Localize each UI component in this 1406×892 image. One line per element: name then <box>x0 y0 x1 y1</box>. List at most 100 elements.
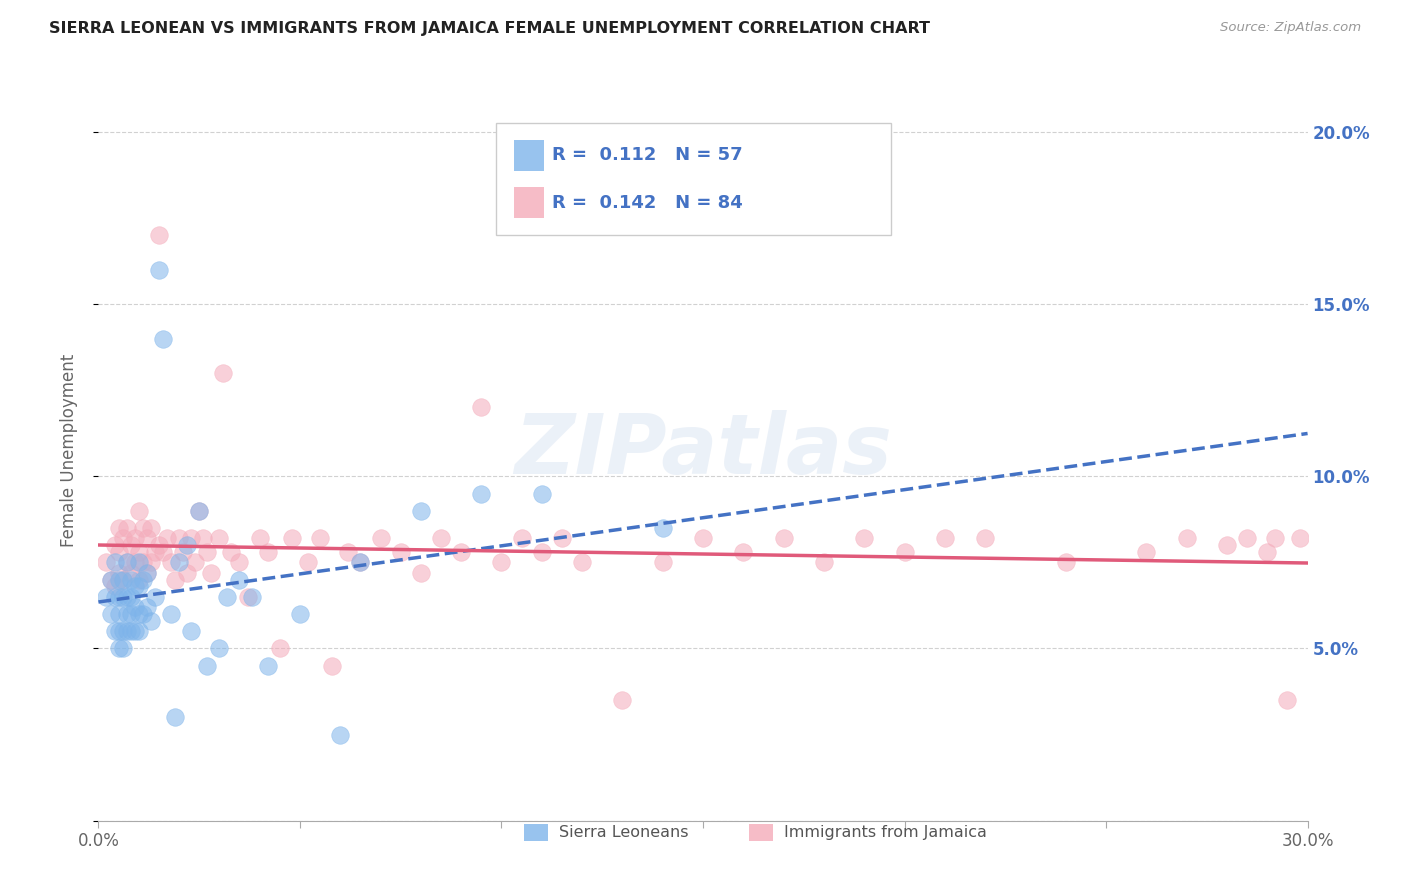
Point <box>853 531 876 545</box>
Point <box>240 590 263 604</box>
Point <box>651 555 673 569</box>
Point <box>128 607 150 621</box>
Point <box>128 504 150 518</box>
Point <box>167 531 190 545</box>
Point <box>180 531 202 545</box>
Point <box>124 600 146 615</box>
Point <box>111 573 134 587</box>
Point <box>163 710 186 724</box>
Point <box>450 545 472 559</box>
Point <box>176 538 198 552</box>
Point <box>128 573 150 587</box>
Point <box>1288 531 1310 545</box>
Point <box>1277 693 1299 707</box>
Text: Source: ZipAtlas.com: Source: ZipAtlas.com <box>1220 21 1361 34</box>
Point <box>103 624 125 639</box>
Point <box>188 504 211 518</box>
Point <box>349 555 371 569</box>
Point <box>167 555 190 569</box>
Point <box>100 607 122 621</box>
Point <box>103 555 125 569</box>
Point <box>772 531 794 545</box>
Point <box>256 545 278 559</box>
Point <box>124 555 146 569</box>
Point <box>152 545 174 559</box>
Point <box>107 607 129 621</box>
Point <box>551 531 574 545</box>
Point <box>491 555 513 569</box>
Point <box>111 573 134 587</box>
Point <box>193 531 215 545</box>
Point <box>370 531 392 545</box>
Point <box>160 607 183 621</box>
Point <box>212 366 235 380</box>
Point <box>139 614 162 628</box>
Point <box>228 573 250 587</box>
Point <box>430 531 453 545</box>
Point <box>200 566 222 580</box>
Point <box>510 531 533 545</box>
Point <box>152 332 174 346</box>
Point <box>269 641 291 656</box>
Point <box>96 555 118 569</box>
Point <box>143 545 166 559</box>
Text: R =  0.142   N = 84: R = 0.142 N = 84 <box>551 194 742 212</box>
Point <box>1264 531 1286 545</box>
Point <box>329 727 352 741</box>
Point <box>156 531 179 545</box>
Point <box>107 641 129 656</box>
Point <box>148 228 170 243</box>
Point <box>612 693 634 707</box>
Point <box>132 607 155 621</box>
Text: Sierra Leoneans: Sierra Leoneans <box>560 825 689 840</box>
Point <box>934 531 956 545</box>
Point <box>208 641 231 656</box>
Point <box>217 590 239 604</box>
Point <box>195 658 218 673</box>
Point <box>180 624 202 639</box>
Point <box>120 538 142 552</box>
Point <box>100 573 122 587</box>
Point <box>733 545 755 559</box>
Point <box>111 531 134 545</box>
Point <box>135 566 157 580</box>
Point <box>107 624 129 639</box>
Point <box>188 504 211 518</box>
Point <box>107 545 129 559</box>
Point <box>143 590 166 604</box>
Point <box>297 555 319 569</box>
Point <box>221 545 243 559</box>
Point <box>103 590 125 604</box>
Point <box>470 486 492 500</box>
Point <box>139 555 162 569</box>
Text: SIERRA LEONEAN VS IMMIGRANTS FROM JAMAICA FEMALE UNEMPLOYMENT CORRELATION CHART: SIERRA LEONEAN VS IMMIGRANTS FROM JAMAIC… <box>49 21 931 36</box>
Point <box>103 538 125 552</box>
Point <box>974 531 997 545</box>
Point <box>530 486 553 500</box>
Point <box>409 504 432 518</box>
Point <box>163 573 186 587</box>
Point <box>176 566 198 580</box>
Point <box>530 545 553 559</box>
Point <box>321 658 343 673</box>
Point <box>115 624 138 639</box>
Point <box>571 555 593 569</box>
Point <box>120 573 142 587</box>
Point <box>309 531 332 545</box>
Point <box>120 566 142 580</box>
Point <box>115 555 138 569</box>
Point <box>148 538 170 552</box>
Point <box>132 555 155 569</box>
Point <box>124 531 146 545</box>
Point <box>281 531 304 545</box>
Point <box>96 590 118 604</box>
Y-axis label: Female Unemployment: Female Unemployment <box>59 354 77 547</box>
Point <box>893 545 915 559</box>
Point <box>288 607 311 621</box>
Point <box>1175 531 1198 545</box>
Point <box>111 590 134 604</box>
Point <box>120 590 142 604</box>
Point <box>349 555 371 569</box>
Text: Immigrants from Jamaica: Immigrants from Jamaica <box>785 825 987 840</box>
Point <box>120 624 142 639</box>
